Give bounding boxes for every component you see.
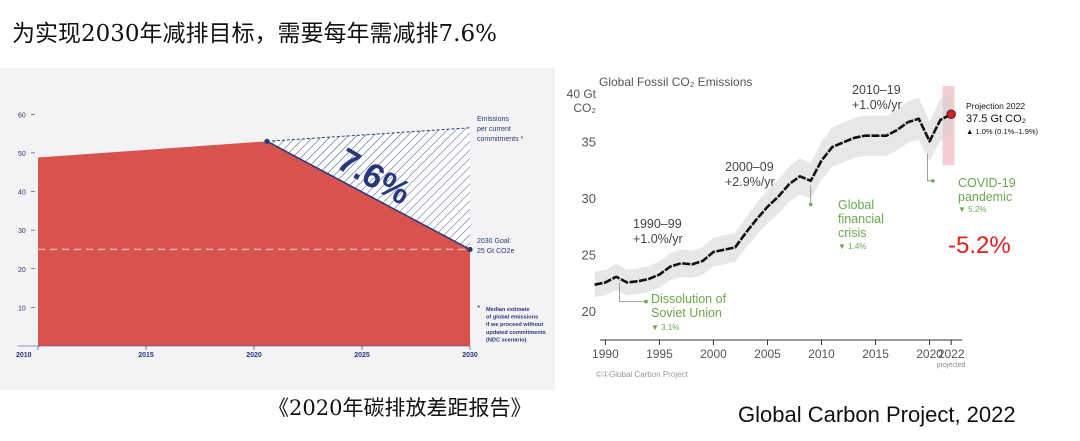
footnote-line-3: if we proceed without <box>486 322 543 328</box>
soviet-change: ▼ 3.1% <box>651 323 679 332</box>
footnote-line-4: updated commitments <box>486 330 546 336</box>
right-y-unit-line-1: 40 Gt <box>567 87 597 101</box>
right-y-tick-20: 20 <box>582 304 596 319</box>
projection-title: Projection 2022 <box>966 101 1025 111</box>
left-y-tick-50: 50 <box>18 151 26 158</box>
left-y-tick-10: 10 <box>18 305 26 312</box>
trend-2010s-line-2: +1.0%/yr <box>852 98 902 112</box>
left-x-tick-2020: 2020 <box>246 352 262 359</box>
pathway-point-2030 <box>467 246 473 253</box>
left-chart-source-caption: 《2020年碳排放差距报告》 <box>268 396 532 420</box>
covid-marker <box>931 179 935 183</box>
soviet-label-line-2: Soviet Union <box>651 306 722 320</box>
soviet-label-line-1: Dissolution of <box>651 292 727 306</box>
left-y-tick-30: 30 <box>18 228 26 235</box>
right-x-tick-2015: 2015 <box>862 347 889 361</box>
trend-1990s-line-1: 1990–99 <box>633 217 682 231</box>
right-x-tick-1995: 1995 <box>646 347 673 361</box>
trend-2000s-line-1: 2000–09 <box>725 160 774 174</box>
covid-leader-line <box>927 153 933 182</box>
projection-change: ▲ 1.0% (0.1%–1.9%) <box>966 127 1039 136</box>
left-y-tick-60: 60 <box>18 112 26 119</box>
left-x-tick-2010: 2010 <box>16 352 32 359</box>
left-x-tick-2015: 2015 <box>138 352 154 359</box>
soviet-marker <box>644 299 648 304</box>
pathway-line <box>266 140 471 251</box>
right-x-tick-1990: 1990 <box>592 347 619 361</box>
soviet-leader-line <box>619 282 646 303</box>
footnote-star: * <box>477 304 480 313</box>
commitments-annotation-line-1: Emissions <box>477 116 509 123</box>
commitments-line <box>266 127 471 142</box>
goal-annotation-line-1: 2030 Goal: <box>477 238 511 245</box>
footnote-line-1: Median estimate <box>486 307 530 313</box>
right-x-tick-sub: projected <box>937 362 966 369</box>
left-x-tick-2025: 2025 <box>354 352 370 359</box>
emissions-gap-area <box>266 127 470 250</box>
right-chart-title: Global Fossil CO₂ Emissions <box>599 75 752 89</box>
footnote-line-2: of global emissions <box>486 315 538 321</box>
covid-label-line-1: COVID-19 <box>958 176 1016 190</box>
trend-1990s-line-2: +1.0%/yr <box>633 232 683 246</box>
uncertainty-band <box>594 93 952 298</box>
right-y-tick-25: 25 <box>582 247 596 262</box>
gfc-label-line-1: Global <box>838 198 874 212</box>
right-x-tick-2010: 2010 <box>808 347 835 361</box>
commitments-annotation-line-3: commitments * <box>477 136 524 143</box>
projection-point <box>946 109 956 119</box>
right-chart-source-caption: Global Carbon Project, 2022 <box>738 402 1016 427</box>
emissions-line <box>594 113 952 286</box>
gfc-change: ▼ 1.4% <box>838 242 866 251</box>
right-x-tick-2020: 2020 <box>916 347 943 361</box>
right-y-unit-line-2: CO₂ <box>573 101 596 115</box>
left-x-tick-2030: 2030 <box>462 352 478 359</box>
left-y-tick-40: 40 <box>18 190 26 197</box>
gfc-label-line-2: financial <box>838 212 884 226</box>
chart-credit: ©①Global Carbon Project <box>596 370 689 379</box>
covid-change: ▼ 5.2% <box>958 205 986 214</box>
page-title: 为实现2030年减排目标，需要每年需减排7.6% <box>12 21 497 47</box>
gfc-marker <box>808 202 813 207</box>
goal-annotation-line-2: 25 Gt CO2e <box>477 248 514 255</box>
footnote-line-5: (NDC scenario) <box>486 337 527 343</box>
pathway-point-2020 <box>264 138 270 144</box>
gfc-label-line-3: crisis <box>838 226 866 240</box>
right-x-tick-2005: 2005 <box>754 347 781 361</box>
right-y-tick-35: 35 <box>582 134 596 149</box>
trend-2010s-line-1: 2010–19 <box>852 83 901 97</box>
right-x-tick-2000: 2000 <box>700 347 727 361</box>
covid-drop-label: -5.2% <box>948 232 1011 259</box>
covid-label-line-2: pandemic <box>958 190 1012 204</box>
left-y-tick-20: 20 <box>18 267 26 274</box>
trend-2000s-line-2: +2.9%/yr <box>725 175 775 189</box>
right-x-tick-2022: 2022 <box>938 347 965 361</box>
right-y-tick-30: 30 <box>582 191 596 206</box>
commitments-annotation-line-2: per current <box>477 126 511 133</box>
projection-value: 37.5 Gt CO₂ <box>966 113 1026 125</box>
